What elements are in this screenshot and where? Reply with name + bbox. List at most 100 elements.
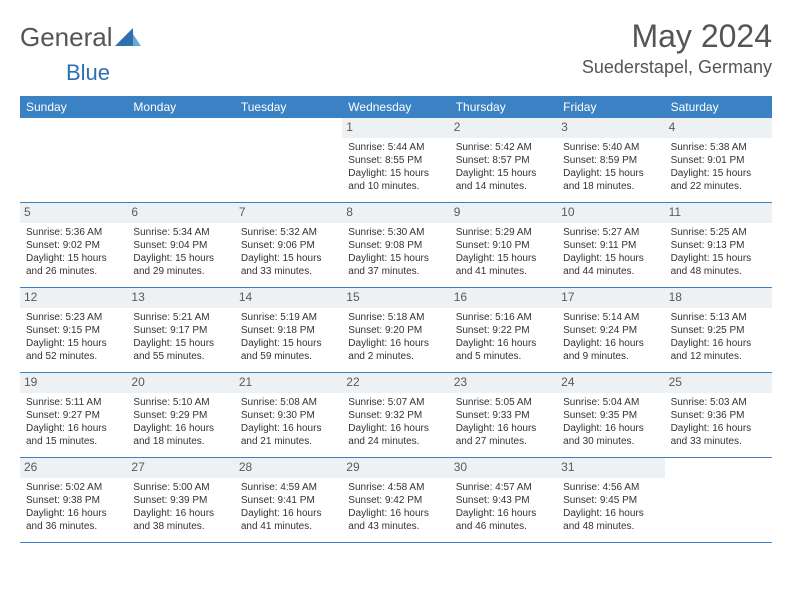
calendar-day-cell: 5Sunrise: 5:36 AMSunset: 9:02 PMDaylight… — [20, 203, 127, 287]
daylight-text: Daylight: 16 hours — [26, 422, 121, 435]
sunrise-text: Sunrise: 5:19 AM — [241, 311, 336, 324]
calendar-day-cell: 27Sunrise: 5:00 AMSunset: 9:39 PMDayligh… — [127, 458, 234, 542]
day-number: 12 — [20, 288, 127, 308]
sunset-text: Sunset: 9:27 PM — [26, 409, 121, 422]
day-number: 16 — [450, 288, 557, 308]
day-number: 18 — [665, 288, 772, 308]
sunset-text: Sunset: 9:33 PM — [456, 409, 551, 422]
daylight-text: and 12 minutes. — [671, 350, 766, 363]
day-number: 24 — [557, 373, 664, 393]
calendar-day-cell: 18Sunrise: 5:13 AMSunset: 9:25 PMDayligh… — [665, 288, 772, 372]
daylight-text: Daylight: 15 hours — [348, 252, 443, 265]
daylight-text: and 18 minutes. — [563, 180, 658, 193]
daylight-text: and 18 minutes. — [133, 435, 228, 448]
day-number: 17 — [557, 288, 664, 308]
sunrise-text: Sunrise: 5:40 AM — [563, 141, 658, 154]
daylight-text: Daylight: 16 hours — [563, 422, 658, 435]
sunrise-text: Sunrise: 5:00 AM — [133, 481, 228, 494]
sunset-text: Sunset: 9:10 PM — [456, 239, 551, 252]
calendar-day-cell — [235, 118, 342, 202]
sunset-text: Sunset: 9:43 PM — [456, 494, 551, 507]
calendar-day-cell: 3Sunrise: 5:40 AMSunset: 8:59 PMDaylight… — [557, 118, 664, 202]
day-number: 11 — [665, 203, 772, 223]
day-number: 28 — [235, 458, 342, 478]
sunset-text: Sunset: 9:32 PM — [348, 409, 443, 422]
day-number: 26 — [20, 458, 127, 478]
logo: General — [20, 22, 141, 53]
calendar-day-cell — [127, 118, 234, 202]
sunrise-text: Sunrise: 5:16 AM — [456, 311, 551, 324]
daylight-text: and 43 minutes. — [348, 520, 443, 533]
sunrise-text: Sunrise: 4:59 AM — [241, 481, 336, 494]
sunset-text: Sunset: 9:39 PM — [133, 494, 228, 507]
sunrise-text: Sunrise: 5:02 AM — [26, 481, 121, 494]
daylight-text: Daylight: 15 hours — [671, 167, 766, 180]
daylight-text: and 52 minutes. — [26, 350, 121, 363]
sunrise-text: Sunrise: 5:08 AM — [241, 396, 336, 409]
daylight-text: Daylight: 15 hours — [26, 252, 121, 265]
daylight-text: and 30 minutes. — [563, 435, 658, 448]
calendar-day-cell: 10Sunrise: 5:27 AMSunset: 9:11 PMDayligh… — [557, 203, 664, 287]
calendar-day-cell: 15Sunrise: 5:18 AMSunset: 9:20 PMDayligh… — [342, 288, 449, 372]
calendar-day-cell: 25Sunrise: 5:03 AMSunset: 9:36 PMDayligh… — [665, 373, 772, 457]
calendar-day-cell: 26Sunrise: 5:02 AMSunset: 9:38 PMDayligh… — [20, 458, 127, 542]
calendar-day-cell: 9Sunrise: 5:29 AMSunset: 9:10 PMDaylight… — [450, 203, 557, 287]
daylight-text: Daylight: 15 hours — [348, 167, 443, 180]
sunset-text: Sunset: 9:45 PM — [563, 494, 658, 507]
daylight-text: and 33 minutes. — [241, 265, 336, 278]
sunrise-text: Sunrise: 5:14 AM — [563, 311, 658, 324]
daylight-text: and 24 minutes. — [348, 435, 443, 448]
sunset-text: Sunset: 9:41 PM — [241, 494, 336, 507]
sunrise-text: Sunrise: 4:58 AM — [348, 481, 443, 494]
daylight-text: Daylight: 16 hours — [26, 507, 121, 520]
daylight-text: Daylight: 16 hours — [133, 422, 228, 435]
calendar-day-cell: 7Sunrise: 5:32 AMSunset: 9:06 PMDaylight… — [235, 203, 342, 287]
day-number: 9 — [450, 203, 557, 223]
daylight-text: Daylight: 15 hours — [563, 167, 658, 180]
day-number: 10 — [557, 203, 664, 223]
daylight-text: and 41 minutes. — [241, 520, 336, 533]
daylight-text: and 10 minutes. — [348, 180, 443, 193]
day-number: 29 — [342, 458, 449, 478]
day-number: 2 — [450, 118, 557, 138]
sunset-text: Sunset: 9:36 PM — [671, 409, 766, 422]
calendar-day-cell: 4Sunrise: 5:38 AMSunset: 9:01 PMDaylight… — [665, 118, 772, 202]
daylight-text: and 36 minutes. — [26, 520, 121, 533]
sunset-text: Sunset: 9:17 PM — [133, 324, 228, 337]
daylight-text: and 48 minutes. — [563, 520, 658, 533]
weekday-header: Friday — [557, 96, 664, 118]
day-number: 8 — [342, 203, 449, 223]
daylight-text: Daylight: 15 hours — [241, 337, 336, 350]
sunrise-text: Sunrise: 5:13 AM — [671, 311, 766, 324]
sunset-text: Sunset: 9:01 PM — [671, 154, 766, 167]
calendar-week-row: 5Sunrise: 5:36 AMSunset: 9:02 PMDaylight… — [20, 203, 772, 288]
daylight-text: Daylight: 16 hours — [563, 507, 658, 520]
day-number: 25 — [665, 373, 772, 393]
logo-text-general: General — [20, 22, 113, 53]
calendar-day-cell: 19Sunrise: 5:11 AMSunset: 9:27 PMDayligh… — [20, 373, 127, 457]
daylight-text: and 22 minutes. — [671, 180, 766, 193]
sunset-text: Sunset: 8:57 PM — [456, 154, 551, 167]
day-number: 6 — [127, 203, 234, 223]
daylight-text: and 46 minutes. — [456, 520, 551, 533]
daylight-text: Daylight: 16 hours — [563, 337, 658, 350]
daylight-text: and 55 minutes. — [133, 350, 228, 363]
sunset-text: Sunset: 9:25 PM — [671, 324, 766, 337]
sunrise-text: Sunrise: 5:21 AM — [133, 311, 228, 324]
calendar-day-cell: 16Sunrise: 5:16 AMSunset: 9:22 PMDayligh… — [450, 288, 557, 372]
calendar-day-cell: 2Sunrise: 5:42 AMSunset: 8:57 PMDaylight… — [450, 118, 557, 202]
daylight-text: Daylight: 16 hours — [348, 337, 443, 350]
sunset-text: Sunset: 9:20 PM — [348, 324, 443, 337]
logo-triangle-icon — [115, 24, 141, 51]
daylight-text: and 26 minutes. — [26, 265, 121, 278]
daylight-text: Daylight: 15 hours — [26, 337, 121, 350]
daylight-text: Daylight: 15 hours — [133, 337, 228, 350]
sunrise-text: Sunrise: 5:18 AM — [348, 311, 443, 324]
day-number: 5 — [20, 203, 127, 223]
calendar-day-cell: 8Sunrise: 5:30 AMSunset: 9:08 PMDaylight… — [342, 203, 449, 287]
daylight-text: and 9 minutes. — [563, 350, 658, 363]
daylight-text: Daylight: 15 hours — [671, 252, 766, 265]
daylight-text: and 21 minutes. — [241, 435, 336, 448]
day-number: 30 — [450, 458, 557, 478]
daylight-text: and 33 minutes. — [671, 435, 766, 448]
